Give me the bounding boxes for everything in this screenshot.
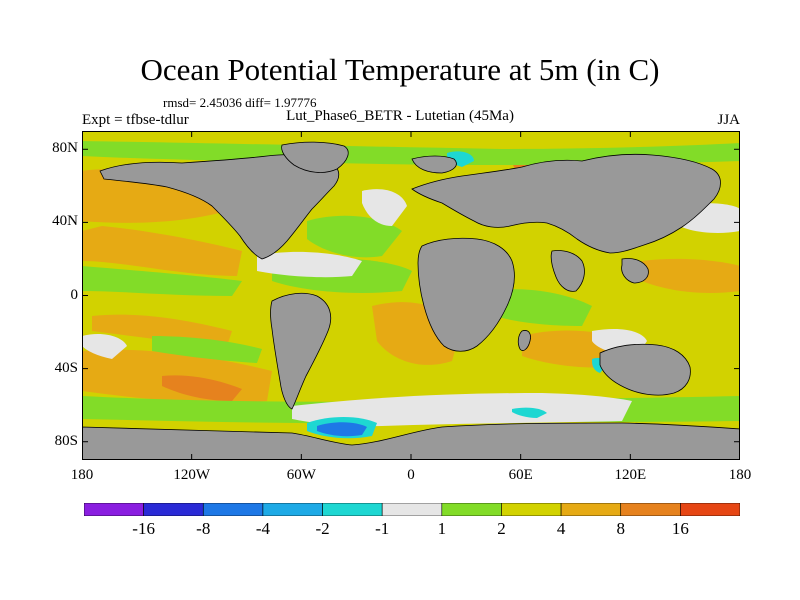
warm-region-west-pacific [642, 258, 740, 293]
x-tick-label-60e: 60E [508, 467, 533, 483]
warm-region-north-pacific-east [82, 226, 242, 276]
land-antarctica [82, 422, 740, 460]
colorbar-label: 2 [497, 519, 506, 538]
land-australia [599, 343, 691, 396]
y-tick-label-80n: 80N [52, 140, 78, 157]
run-label: Lut_Phase6_BETR - Lutetian (45Ma) [286, 108, 514, 124]
colorbar-swatch [322, 503, 383, 516]
x-tick-label-180w: 180 [70, 467, 94, 483]
season-label: JJA [717, 112, 740, 128]
colorbar-label: 16 [671, 519, 689, 538]
colorbar-swatch [381, 503, 443, 516]
colorbar-swatch [202, 503, 264, 516]
land-south-america [270, 292, 332, 410]
land-arctic-islands [411, 155, 457, 174]
colorbar-label: -4 [255, 519, 270, 538]
experiment-label: Expt = tfbse-tdlur [82, 112, 189, 128]
land-india [550, 250, 585, 292]
colorbar-swatch [143, 503, 204, 516]
green-region-equatorial-pacific [82, 266, 242, 296]
colorbar-label: 8 [616, 519, 625, 538]
colorbar-swatch [501, 503, 562, 516]
green-region-north-atlantic [307, 215, 402, 258]
colorbar-label: -8 [196, 519, 211, 538]
colorbar-swatch [262, 503, 323, 516]
land-africa [417, 237, 515, 352]
cool-region-antarctic-shelf [512, 407, 547, 418]
y-tick-label-80s: 80S [54, 432, 78, 449]
tick-marks [82, 131, 740, 460]
green-region-south-pacific-east [152, 336, 262, 363]
colorbar-swatch [620, 503, 681, 516]
warm-region-southeast-pacific [162, 375, 242, 401]
land-eurasia [411, 153, 721, 254]
map-panel [82, 131, 740, 460]
neutral-region-north-atlantic [362, 189, 407, 226]
chart-title: Ocean Potential Temperature at 5m (in C) [140, 52, 660, 87]
neutral-region-south-pacific [82, 334, 127, 359]
colorbar-label: 1 [437, 519, 447, 538]
colorbar-label: 4 [556, 519, 566, 538]
y-tick-label-0: 0 [70, 286, 79, 303]
land-greenland [281, 141, 349, 173]
colorbar-swatch [441, 503, 502, 516]
colorbar-label: -16 [132, 519, 155, 538]
land-southeast-asia [621, 258, 649, 284]
colorbar [84, 503, 740, 516]
neutral-region-tropical-atlantic [257, 251, 362, 278]
neutral-anomaly-regions [82, 189, 740, 427]
colorbar-label: -1 [375, 519, 390, 538]
y-tick-label-40s: 40S [54, 359, 78, 376]
colorbar-swatch [560, 503, 622, 516]
stats-label: rmsd= 2.45036 diff= 1.97776 [163, 95, 317, 110]
neutral-region-southern-ocean [292, 393, 632, 427]
continents [82, 141, 740, 460]
colorbar-swatch [84, 503, 144, 516]
x-tick-label-0: 0 [407, 467, 415, 483]
colorbar-swatch [680, 503, 740, 516]
x-tick-label-180e: 180 [728, 467, 752, 483]
cool-region-weddell-core [317, 422, 367, 437]
x-tick-label-120w: 120W [173, 467, 210, 483]
x-tick-label-60w: 60W [286, 467, 316, 483]
x-tick-label-120e: 120E [614, 467, 647, 483]
colorbar-label: -2 [315, 519, 330, 538]
y-tick-label-40n: 40N [52, 213, 78, 230]
land-north-america [99, 154, 340, 260]
land-madagascar [517, 330, 531, 351]
